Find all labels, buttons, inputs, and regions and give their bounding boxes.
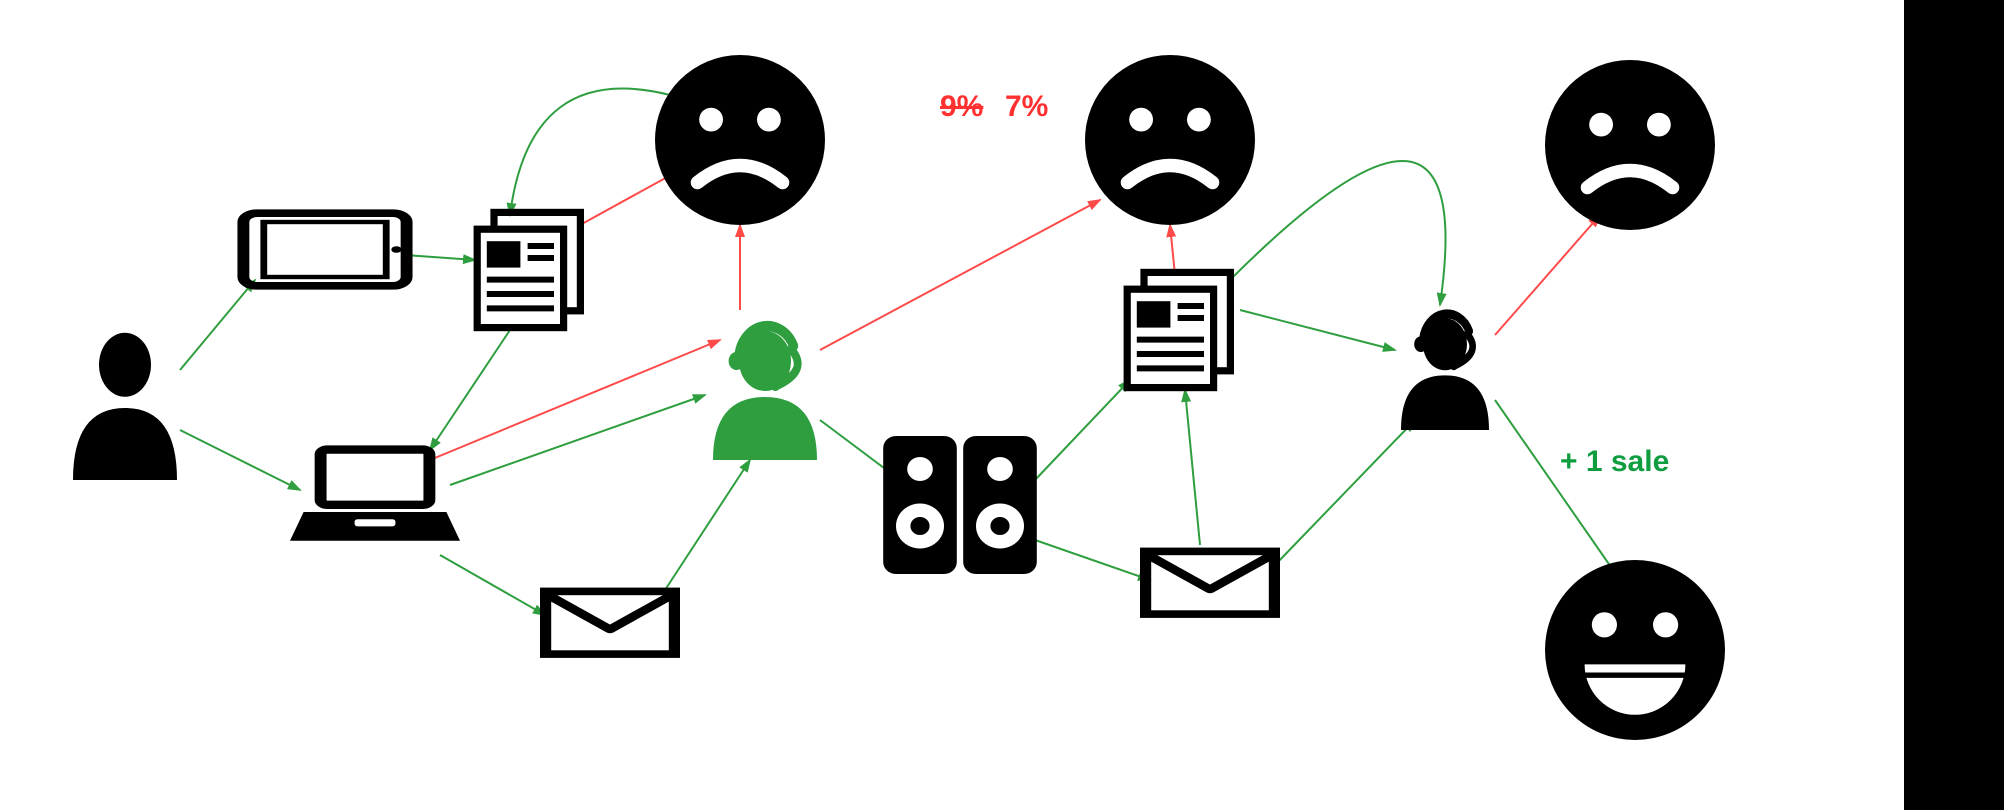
edge-news2-to-sad2 [1170,225,1175,275]
edge-laptop-to-mail1 [440,555,545,615]
node-speakers-icon [883,436,1037,574]
edge-agent1-to-sad2 [820,200,1100,350]
node-sad1-icon [655,55,825,225]
diagram-stage: 9% 7% + 1 sale [0,0,2004,810]
plus-sale-label: + 1 sale [1560,445,1669,479]
edge-user-to-tablet [180,280,255,370]
node-sad2-icon [1085,55,1255,225]
old-percentage-label: 9% [940,90,983,124]
nodes-layer [73,55,1725,740]
edge-arc-sad1-news1 [510,89,670,215]
edge-arc-news2-loop [1230,161,1446,305]
node-user-icon [73,333,177,480]
node-sad3-icon [1545,60,1715,230]
node-news2-icon [1127,272,1230,387]
diagram-canvas [0,0,2004,810]
node-happy-icon [1545,560,1725,740]
node-mail2-icon [1146,551,1275,614]
node-news1-icon [477,212,580,327]
node-agent_black-icon [1401,314,1489,430]
edge-user-to-laptop [180,430,300,490]
new-percentage-label: 7% [1005,90,1048,124]
edge-news2-to-agent2 [1240,310,1395,350]
edge-spk-to-news2 [1035,380,1130,480]
node-laptop-icon [290,450,460,541]
edge-tablet-to-news1 [405,255,475,260]
edge-mail2-to-news2 [1185,390,1200,545]
edge-agent2-to-happy [1495,400,1620,580]
edge-laptop-to-agent1 [450,395,705,485]
node-mail1-icon [546,591,675,654]
right-black-bar [1904,0,2004,810]
node-agent_green-icon [713,326,817,460]
edge-agent2-to-sad3 [1495,215,1600,335]
edge-mail2-to-agent2 [1275,420,1415,565]
node-tablet-icon [243,213,406,286]
edge-mail1-to-agent1 [665,460,750,590]
edge-laptop-to-agent1r [430,340,720,460]
edge-spk-to-mail2 [1035,540,1150,580]
